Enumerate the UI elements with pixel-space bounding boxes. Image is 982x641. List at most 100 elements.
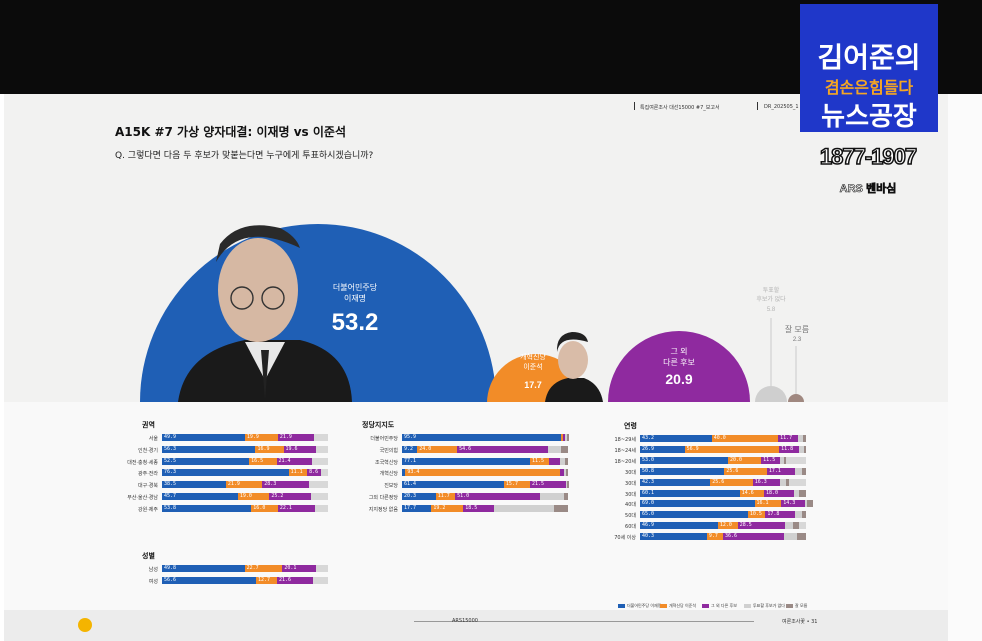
breakdown-title: 권역	[142, 421, 155, 429]
bar-segment: 22.7	[244, 565, 283, 572]
stacked-bar: 9.2 24.0 54.6	[402, 445, 568, 453]
bar-segment	[402, 469, 406, 477]
stacked-bar: 53.0 20.0 11.5	[640, 456, 806, 464]
footer-divider	[414, 621, 754, 622]
row-label: 서울	[148, 436, 158, 442]
bar-segment	[561, 445, 568, 453]
none-label: 투표할 후보가 없다	[756, 288, 786, 303]
bar-segment: 17.8	[765, 511, 795, 519]
legend-label: 그 외 다른 후보	[711, 603, 737, 608]
row-label: 조국혁신당	[374, 459, 398, 466]
bar-segment	[561, 434, 564, 441]
bar-segment: 49.9	[162, 434, 245, 441]
bar-segment: 16.5	[249, 457, 277, 465]
bar-segment: 8.6	[307, 469, 322, 477]
bar-segment: 11.5	[529, 457, 550, 465]
bar-segment: 28.5	[737, 522, 786, 530]
bar-segment: 69.0	[640, 500, 755, 508]
bar-segment: 42.3	[640, 478, 711, 486]
bar-segment	[807, 500, 813, 508]
meta-divider	[634, 102, 635, 110]
bar-segment: 11.7	[435, 493, 456, 500]
row-label: 여성	[148, 578, 158, 585]
stacked-bar: 69.0 16.1 14.3	[640, 500, 813, 508]
legend-label: 투표할 후보가 없다	[753, 603, 785, 608]
bar-segment: 52.5	[162, 457, 250, 465]
bar-segment	[802, 511, 806, 519]
bar-segment	[779, 478, 786, 486]
legend-item: 투표할 후보가 없다	[744, 603, 785, 609]
stacked-bar: 26.9 56.9 11.8	[640, 445, 806, 453]
bar-segment: 25.2	[269, 493, 312, 500]
footer-page: 여론조사꽃 • 31	[782, 619, 818, 625]
bar-segment	[780, 456, 785, 464]
stacked-bar: 38.5 21.9 28.3	[162, 481, 328, 489]
stacked-bar: 65.0 10.5 17.8	[640, 511, 806, 519]
row-label: 18~29세	[614, 437, 636, 443]
bar-segment: 10.5	[747, 511, 766, 519]
bar-segment: 51.0	[455, 493, 540, 500]
bar-segment	[798, 445, 804, 453]
legend-item: 그 외 다른 후보	[702, 603, 737, 609]
legend-item: 더불어민주당 이재명	[618, 603, 661, 609]
breakdown-title: 성별	[142, 552, 155, 560]
bar-segment: 17.1	[766, 467, 796, 475]
legend-swatch	[660, 604, 667, 608]
row-label: 국민의힘	[379, 447, 398, 454]
bar-segment: 20.3	[402, 493, 436, 500]
stacked-bar: 56.3 16.9 19.6	[162, 445, 328, 453]
bar-segment: 11.7	[778, 435, 798, 442]
bar-segment	[795, 467, 802, 475]
overlay-date: 1877-1907	[819, 143, 918, 170]
report-code: DR_202505_1	[764, 104, 799, 110]
bar-segment: 28.3	[262, 481, 310, 489]
bar-segment	[566, 434, 569, 441]
bar-segment	[493, 504, 554, 512]
dk-label: 잘 모름	[784, 325, 810, 334]
bar-segment	[784, 456, 787, 464]
bar-segment: 20.0	[727, 456, 762, 464]
bar-segment: 46.9	[640, 522, 718, 530]
row-label: 30대	[625, 469, 636, 476]
lee-jun-label: 개혁신당 이준석	[520, 354, 546, 371]
row-label: 50대	[625, 513, 636, 520]
stacked-bar: 53.8 16.0 22.1	[162, 504, 328, 512]
bar-segment: 60.1	[640, 489, 740, 497]
bar-segment: 56.9	[684, 445, 780, 453]
bar-segment	[564, 457, 568, 465]
stacked-bar: 40.3 9.7 36.6	[640, 533, 806, 541]
bar-segment: 21.4	[276, 457, 313, 465]
bar-segment: 93.4	[405, 469, 561, 477]
legend-item: 개혁신당 이준석	[660, 603, 696, 609]
bar-segment: 54.6	[457, 445, 548, 453]
bar-segment: 61.4	[402, 481, 504, 489]
bar-segment: 25.6	[710, 478, 753, 486]
bar-segment: 16.1	[754, 500, 782, 508]
breakdown-title: 연령	[624, 422, 637, 430]
survey-question: Q. 그렇다면 다음 두 후보가 맞붙는다면 누구에게 투표하시겠습니까?	[115, 151, 374, 161]
stacked-bar: 60.1 14.6 18.0	[640, 489, 806, 497]
bar-segment: 40.3	[640, 533, 707, 541]
bar-segment	[562, 434, 566, 441]
bar-segment	[794, 511, 803, 519]
row-label: 18~20세	[614, 458, 636, 465]
bar-segment: 12.0	[717, 522, 738, 530]
stacked-bar: 95.9	[402, 434, 569, 441]
row-label: 광주·전라	[138, 471, 158, 478]
none-value: 5.8	[766, 307, 776, 313]
legend-swatch	[786, 604, 793, 608]
stacked-bar: 46.9 12.0 28.5	[640, 522, 806, 530]
bar-segment: 77.1	[402, 457, 530, 465]
legend-label: 개혁신당 이준석	[669, 603, 697, 608]
stacked-bar: 50.8 25.6 17.1	[640, 467, 806, 475]
bar-segment: 21.6	[277, 576, 313, 584]
stacked-bar: 45.7 19.0 25.2	[162, 493, 328, 500]
overlay-subtitle: ARS 벤바심	[839, 183, 897, 196]
row-label: 남성	[148, 567, 158, 573]
row-label: 대구·경북	[138, 483, 158, 490]
bar-segment: 45.7	[162, 493, 238, 500]
bar-segment	[783, 533, 798, 541]
bar-segment: 19.2	[431, 504, 464, 512]
bar-segment	[559, 457, 565, 465]
bar-segment	[547, 445, 562, 453]
